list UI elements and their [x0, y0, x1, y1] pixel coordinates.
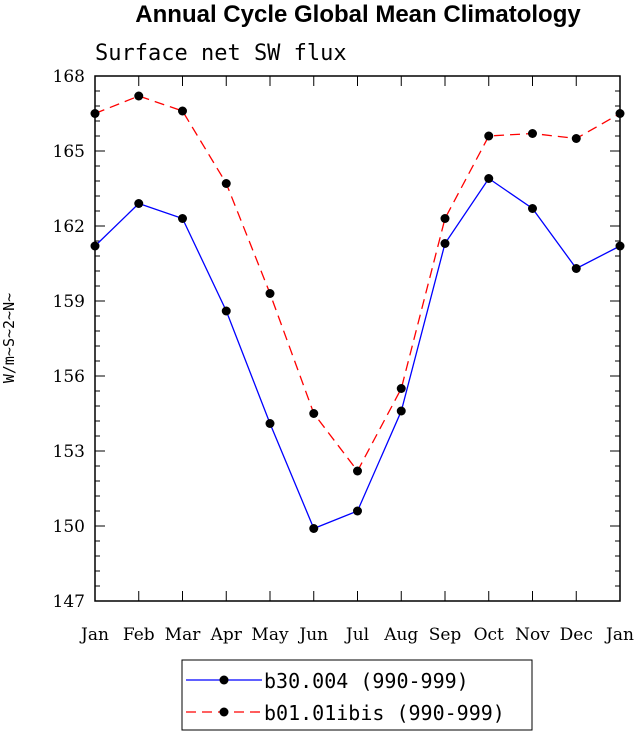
- series-2-point: [484, 131, 494, 141]
- chart-subtitle: Surface net SW flux: [95, 41, 347, 66]
- series-2-point: [571, 134, 581, 143]
- series-layer: [90, 91, 625, 533]
- x-tick-label: Jul: [344, 625, 369, 645]
- legend-label-1: b30.004 (990-999): [264, 669, 469, 693]
- series-1-point: [134, 199, 144, 208]
- series-1-point: [221, 306, 231, 316]
- x-tick-label: Oct: [474, 625, 504, 645]
- y-tick-label: 156: [53, 367, 85, 387]
- x-tick-label: Jan: [604, 625, 634, 645]
- legend-box: [181, 659, 533, 731]
- series-2-point: [353, 466, 362, 476]
- x-axis-ticks: Jan Feb Mar Apr May Jun Jul Aug Sep Oct Nov Dec Jan: [79, 76, 634, 645]
- series-2-point: [309, 409, 319, 418]
- series-1-point: [571, 264, 581, 273]
- series-line-1: [94, 177, 621, 530]
- legend-marker-2: [219, 707, 229, 717]
- x-tick-label: Apr: [210, 625, 243, 645]
- y-axis-ticks: 147 150 153 156 159 162 165 168: [53, 67, 620, 612]
- y-tick-label: 150: [53, 517, 85, 537]
- x-tick-label: Aug: [383, 625, 418, 645]
- x-tick-label: Jun: [297, 625, 328, 645]
- series-2-point: [396, 384, 406, 393]
- x-tick-label: Sep: [429, 625, 462, 645]
- y-tick-label: 147: [53, 592, 85, 612]
- y-tick-label: 153: [53, 442, 85, 462]
- series-1-point: [178, 214, 187, 223]
- legend-marker-1: [219, 675, 229, 685]
- series-2-point: [178, 106, 187, 116]
- plot-frame: [94, 75, 621, 602]
- series-2-point: [134, 91, 144, 101]
- x-tick-label: Dec: [560, 625, 593, 645]
- y-tick-label: 162: [53, 217, 85, 237]
- series-1-point: [265, 419, 275, 428]
- series-line-2: [94, 95, 621, 473]
- y-tick-label: 168: [53, 67, 85, 87]
- series-2-point: [221, 179, 231, 188]
- x-tick-label: Nov: [515, 625, 550, 645]
- legend: b30.004 (990-999) b01.01ibis (990-999): [181, 659, 533, 731]
- series-1-point: [309, 524, 319, 533]
- series-1-point: [396, 406, 406, 416]
- x-tick-label: Mar: [165, 625, 202, 645]
- y-axis-label: W/m~S~2~N~: [0, 293, 18, 383]
- series-2-point: [265, 289, 275, 298]
- x-tick-label: Jan: [79, 625, 109, 645]
- series-1-point: [528, 204, 537, 213]
- y-tick-label: 159: [53, 292, 85, 312]
- series-2-point: [440, 214, 450, 223]
- legend-label-2: b01.01ibis (990-999): [264, 701, 505, 725]
- x-tick-label: May: [251, 625, 289, 645]
- chart-title: Annual Cycle Global Mean Climatology: [135, 1, 581, 28]
- x-tick-label: Feb: [123, 625, 155, 645]
- y-tick-label: 165: [53, 142, 85, 162]
- series-1-point: [353, 506, 362, 516]
- series-1-point: [440, 239, 450, 248]
- series-2-point: [528, 129, 537, 138]
- series-1-point: [484, 174, 494, 183]
